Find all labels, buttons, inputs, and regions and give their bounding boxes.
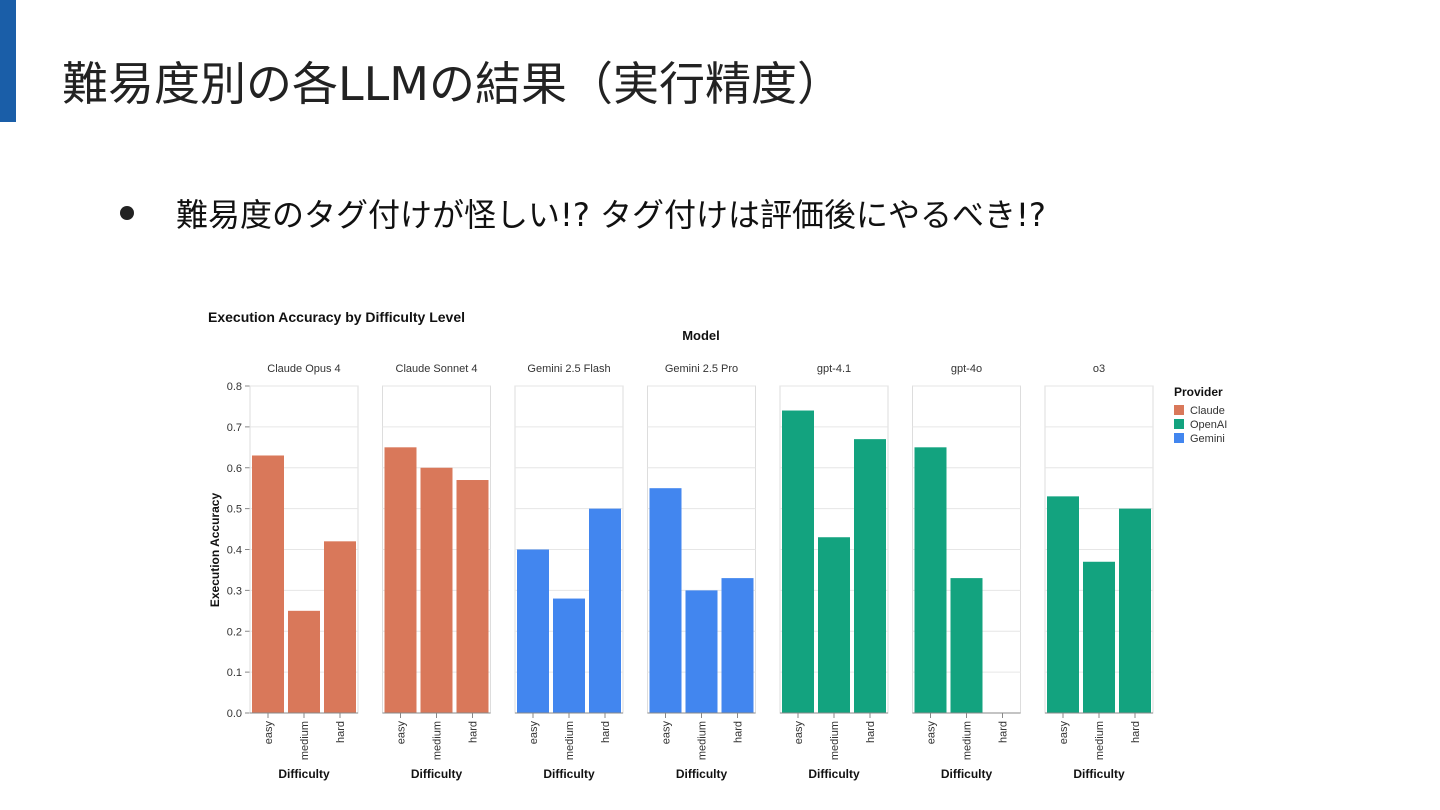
legend-item-label: OpenAI — [1190, 419, 1227, 431]
bar-medium — [420, 467, 453, 713]
y-axis-label: Execution Accuracy — [208, 493, 222, 608]
facet-panel: o3 easy medium hard Difficulty — [1044, 363, 1154, 781]
x-tick-label: medium — [299, 721, 311, 760]
x-tick-label: medium — [1094, 721, 1106, 760]
bar-medium — [685, 590, 718, 713]
facet-panel: gpt-4.1 easy medium hard Difficulty — [779, 363, 889, 781]
y-tick-label: 0.5 — [227, 504, 242, 516]
chart-container: Execution Accuracy by Difficulty Level M… — [190, 300, 1270, 800]
x-tick-label: hard — [865, 721, 877, 743]
panel-model-label: Claude Opus 4 — [267, 363, 340, 375]
y-tick-label: 0.8 — [227, 381, 242, 393]
x-tick-label: hard — [335, 721, 347, 743]
panel-model-label: Claude Sonnet 4 — [396, 363, 478, 375]
bar-easy — [914, 447, 947, 713]
legend-item-label: Gemini — [1190, 433, 1225, 445]
x-tick-label: easy — [926, 721, 938, 745]
legend: Provider Claude OpenAI Gemini — [1174, 385, 1227, 445]
bar-hard — [456, 480, 489, 713]
x-axis-label: Difficulty — [808, 767, 860, 781]
x-tick-label: medium — [829, 721, 841, 760]
faceted-bar-chart: Execution Accuracy by Difficulty Level M… — [208, 309, 1227, 781]
facet-panel: Gemini 2.5 Pro easy medium hard Difficulty — [647, 363, 756, 781]
bar-medium — [1083, 561, 1115, 713]
chart-title: Execution Accuracy by Difficulty Level — [208, 309, 465, 325]
y-tick-label: 0.4 — [227, 545, 242, 557]
x-tick-label: easy — [1058, 721, 1070, 745]
panel-model-label: gpt-4o — [951, 363, 982, 375]
legend-title: Provider — [1174, 385, 1223, 399]
facet-panel: gpt-4o easy medium hard Difficulty — [912, 363, 1021, 781]
bar-medium — [553, 598, 585, 713]
accent-bar — [0, 0, 16, 122]
y-tick-label: 0.7 — [227, 422, 242, 434]
legend-swatch — [1174, 405, 1184, 415]
bullet-dot-icon — [120, 206, 134, 220]
y-tick-label: 0.6 — [227, 463, 242, 475]
x-tick-label: easy — [263, 721, 275, 745]
bar-hard — [324, 541, 356, 713]
x-axis-label: Difficulty — [278, 767, 330, 781]
x-axis-label: Difficulty — [1073, 767, 1125, 781]
bar-easy — [517, 549, 549, 713]
x-axis-label: Difficulty — [543, 767, 595, 781]
x-tick-label: hard — [998, 721, 1010, 743]
bar-medium — [818, 537, 850, 713]
legend-swatch — [1174, 419, 1184, 429]
facet-panel: Gemini 2.5 Flash easy medium hard Difficulty — [514, 363, 624, 781]
panel-model-label: o3 — [1093, 363, 1105, 375]
x-tick-label: easy — [528, 721, 540, 745]
legend-item-label: Claude — [1190, 405, 1225, 417]
x-tick-label: easy — [396, 721, 408, 745]
x-axis-label: Difficulty — [676, 767, 728, 781]
panel-model-label: Gemini 2.5 Flash — [527, 363, 610, 375]
legend-swatch — [1174, 433, 1184, 443]
bar-medium — [288, 610, 320, 713]
y-tick-label: 0.3 — [227, 585, 242, 597]
x-tick-label: hard — [468, 721, 480, 743]
bar-hard — [721, 578, 754, 713]
y-tick-label: 0.0 — [227, 708, 242, 720]
x-axis-label: Difficulty — [941, 767, 993, 781]
x-axis-label: Difficulty — [411, 767, 463, 781]
facet-header-label: Model — [682, 328, 720, 343]
bullet-text: 難易度のタグ付けが怪しい!? タグ付けは評価後にやるべき!? — [176, 196, 1046, 234]
facet-panel: Claude Opus 4 easy medium hard Difficulty — [249, 363, 359, 781]
x-tick-label: medium — [697, 721, 709, 760]
facet-panel: Claude Sonnet 4 easy medium hard Difficulty — [382, 363, 491, 781]
y-tick-label: 0.2 — [227, 626, 242, 638]
panel-model-label: Gemini 2.5 Pro — [665, 363, 738, 375]
bullet-item: 難易度のタグ付けが怪しい!? タグ付けは評価後にやるべき!? — [120, 190, 1046, 236]
slide-title: 難易度別の各LLMの結果（実行精度） — [62, 57, 843, 111]
x-tick-label: medium — [564, 721, 576, 760]
x-tick-label: hard — [600, 721, 612, 743]
bar-easy — [1047, 496, 1079, 713]
x-tick-label: hard — [733, 721, 745, 743]
bar-medium — [950, 578, 983, 713]
bar-easy — [384, 447, 417, 713]
y-tick-label: 0.1 — [227, 667, 242, 679]
x-tick-label: easy — [793, 721, 805, 745]
x-tick-label: medium — [962, 721, 974, 760]
x-tick-label: easy — [661, 721, 673, 745]
bar-hard — [589, 508, 621, 713]
bar-easy — [252, 455, 284, 713]
bar-easy — [782, 410, 814, 713]
x-tick-label: medium — [432, 721, 444, 760]
bar-hard — [854, 439, 886, 713]
bar-hard — [1119, 508, 1151, 713]
x-tick-label: hard — [1130, 721, 1142, 743]
panel-model-label: gpt-4.1 — [817, 363, 851, 375]
bar-easy — [649, 488, 682, 713]
